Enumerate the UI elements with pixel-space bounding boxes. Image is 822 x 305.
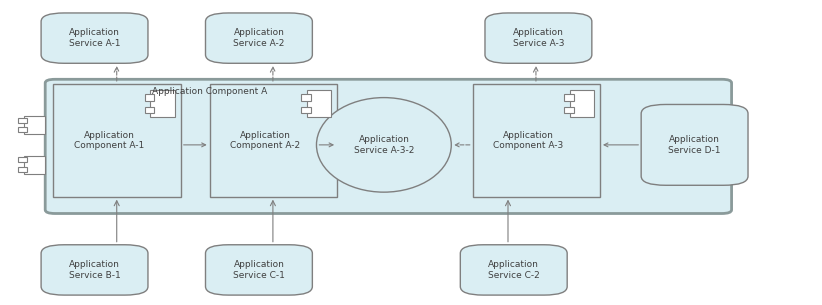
Text: Application Component A: Application Component A [152, 87, 267, 96]
Text: Application
Service A-1: Application Service A-1 [69, 28, 120, 48]
Text: Application
Service B-1: Application Service B-1 [69, 260, 120, 280]
Bar [25, 156, 45, 174]
Bar [150, 90, 175, 117]
Bar [19, 127, 26, 132]
Text: Application
Service D-1: Application Service D-1 [668, 135, 721, 155]
Text: Application
Service C-2: Application Service C-2 [488, 260, 539, 280]
FancyBboxPatch shape [485, 13, 592, 63]
Bar [307, 90, 331, 117]
FancyBboxPatch shape [41, 245, 148, 295]
Bar [301, 107, 311, 113]
FancyBboxPatch shape [460, 245, 567, 295]
FancyBboxPatch shape [206, 13, 312, 63]
Bar [53, 84, 181, 197]
Text: Application
Service A-3: Application Service A-3 [513, 28, 564, 48]
Bar [473, 84, 600, 197]
Text: Application
Service A-2: Application Service A-2 [233, 28, 284, 48]
FancyBboxPatch shape [641, 104, 748, 185]
Bar [19, 167, 26, 172]
Text: Application
Component A-1: Application Component A-1 [74, 131, 144, 150]
Bar [19, 157, 26, 162]
Text: Application
Service C-1: Application Service C-1 [233, 260, 285, 280]
FancyBboxPatch shape [206, 245, 312, 295]
Bar [145, 94, 155, 101]
Bar [564, 107, 574, 113]
Bar [301, 94, 311, 101]
Text: Application
Component A-3: Application Component A-3 [493, 131, 563, 150]
Ellipse shape [316, 98, 451, 192]
Text: Application
Service A-3-2: Application Service A-3-2 [353, 135, 414, 155]
FancyBboxPatch shape [41, 13, 148, 63]
Bar [19, 118, 26, 123]
Bar [570, 90, 594, 117]
Bar [564, 94, 574, 101]
FancyBboxPatch shape [45, 79, 732, 214]
Bar [25, 116, 45, 134]
Bar [210, 84, 337, 197]
Text: Application
Component A-2: Application Component A-2 [230, 131, 300, 150]
Bar [145, 107, 155, 113]
